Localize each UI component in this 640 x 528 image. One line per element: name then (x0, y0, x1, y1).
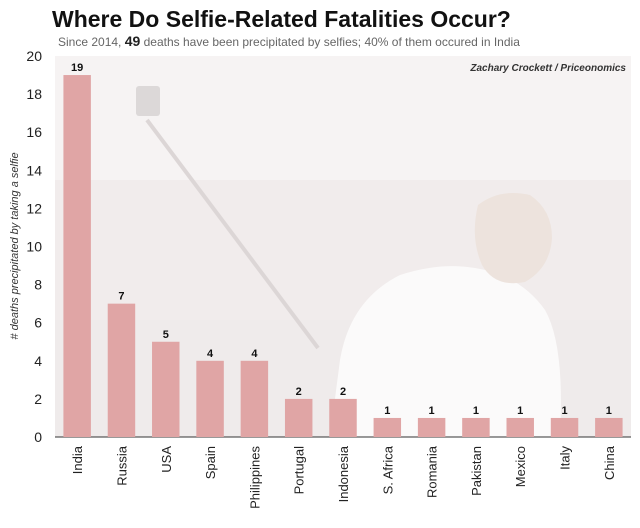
background-photo (55, 86, 631, 437)
data-label: 1 (561, 405, 567, 417)
category-label: China (602, 445, 617, 480)
category-label: Mexico (513, 446, 528, 487)
data-label: 4 (251, 348, 258, 360)
photo-person-shirt (330, 266, 561, 437)
data-label: 5 (163, 329, 169, 341)
bar (373, 417, 402, 437)
y-tick-label: 4 (34, 353, 42, 369)
y-tick-label: 14 (26, 162, 42, 178)
data-labels: 19 7 5 4 4 2 2 1 1 1 1 1 1 (71, 62, 612, 417)
bar (107, 303, 136, 437)
category-label: India (70, 445, 85, 474)
y-tick-label: 0 (34, 429, 42, 445)
bar (284, 398, 313, 437)
y-tick-label: 10 (26, 239, 42, 255)
category-label: Spain (203, 446, 218, 479)
category-label: Pakistan (469, 446, 484, 496)
subtitle-suffix: deaths have been precipitated by selfies… (140, 35, 520, 49)
data-label: 19 (71, 62, 83, 74)
data-label: 7 (118, 291, 124, 303)
y-tick-label: 8 (34, 277, 42, 293)
y-tick-label: 6 (34, 315, 42, 331)
bar (462, 417, 490, 437)
data-label: 2 (296, 386, 302, 398)
data-label: 4 (207, 348, 214, 360)
chart-subtitle: Since 2014, 49 deaths have been precipit… (58, 33, 520, 49)
data-label: 1 (473, 405, 479, 417)
category-label: Romania (425, 445, 440, 498)
category-label: Indonesia (336, 445, 351, 502)
bar (506, 417, 534, 437)
data-label: 1 (517, 405, 523, 417)
y-tick-label: 12 (26, 200, 42, 216)
bar (240, 360, 269, 437)
bar (152, 341, 180, 437)
bar (329, 398, 357, 437)
data-label: 2 (340, 386, 346, 398)
bar (417, 417, 446, 437)
y-axis-title: # deaths precipitated by taking a selfie (9, 152, 21, 339)
data-label: 1 (429, 405, 435, 417)
y-axis: 0 2 4 6 8 10 12 14 16 18 20 (26, 48, 42, 445)
photo-person-head (474, 192, 552, 284)
bars (63, 75, 623, 438)
y-tick-label: 16 (26, 124, 42, 140)
chart-title: Where Do Selfie-Related Fatalities Occur… (52, 6, 511, 32)
category-label: Russia (114, 445, 129, 486)
data-label: 1 (606, 405, 612, 417)
category-label: S. Africa (380, 445, 395, 494)
photo-phone (136, 86, 160, 116)
y-tick-label: 20 (26, 48, 42, 64)
subtitle-count: 49 (124, 33, 141, 49)
bar (63, 75, 91, 438)
data-label: 1 (384, 405, 390, 417)
y-tick-label: 2 (34, 391, 42, 407)
x-axis-labels: India Russia USA Spain Philippines Portugal In… (70, 445, 617, 509)
category-label: USA (159, 446, 174, 473)
y-tick-label: 18 (26, 86, 42, 102)
bar (196, 360, 224, 437)
credit-label: Zachary Crockett / Priceonomics (469, 63, 626, 74)
subtitle-prefix: Since 2014, (58, 35, 125, 49)
bar (550, 417, 579, 437)
bar (595, 417, 623, 437)
category-label: Italy (558, 446, 573, 470)
category-label: Philippines (247, 446, 262, 509)
photo-selfie-stick (145, 118, 320, 350)
category-label: Portugal (292, 446, 307, 495)
